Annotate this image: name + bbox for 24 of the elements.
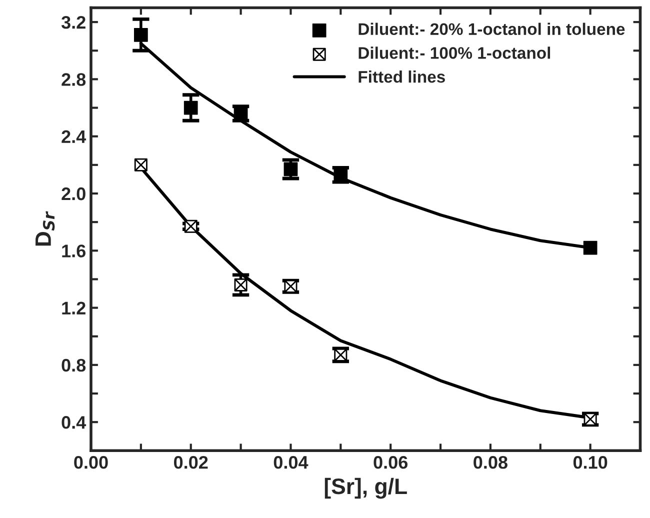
x-tick-label: 0.02 (174, 456, 208, 469)
legend-label: Fitted lines (358, 70, 445, 83)
point (184, 220, 198, 233)
y-tick-label: 0.4 (62, 416, 86, 429)
y-tick-label: 2.8 (62, 73, 86, 86)
point (184, 100, 198, 115)
y-axis-title: D$_{Sr}$ (36, 211, 55, 246)
y-tick-label: 1.2 (62, 302, 86, 314)
y-tick-label: 3.2 (61, 16, 86, 29)
y-tick-label: 2.4 (62, 130, 86, 143)
legend-label: Diluent:- 20% 1-octanol in toluene (358, 22, 625, 36)
x-tick-label: 0.00 (74, 456, 108, 469)
point (134, 28, 148, 42)
point (583, 240, 598, 255)
point (284, 162, 298, 176)
x-axis-title: [Sr], g/L (324, 478, 407, 499)
y-tick-label: 2.0 (62, 187, 86, 200)
x-tick-label: 0.06 (374, 456, 408, 469)
x-tick-label: 0.04 (274, 456, 308, 469)
x-tick-label: 0.10 (573, 456, 608, 469)
y-tick-label: 1.6 (62, 244, 86, 258)
y-tick-label: 0.8 (62, 358, 86, 372)
x-tick-label: 0.08 (474, 456, 508, 469)
legend-label: Diluent:- 100% 1-octanol (358, 46, 550, 59)
